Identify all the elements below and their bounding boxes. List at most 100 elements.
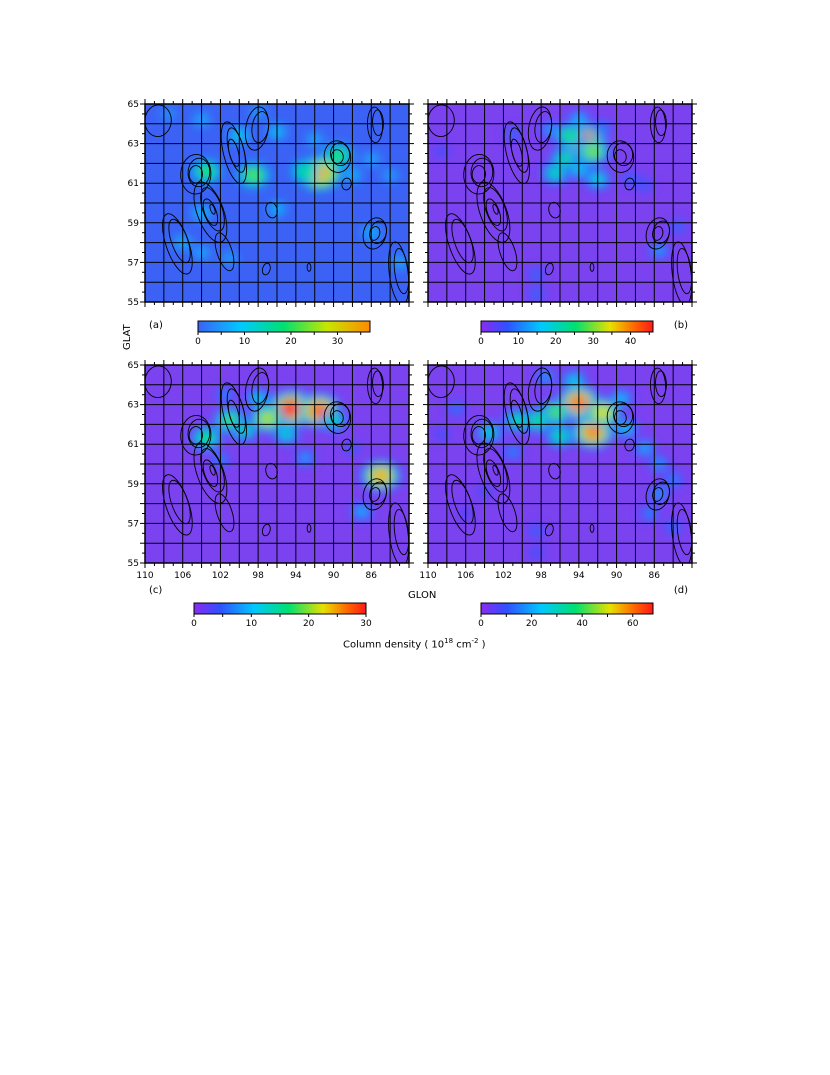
contour-layer — [145, 104, 409, 302]
ticks — [140, 360, 414, 568]
contour-13-0 — [589, 262, 595, 272]
colorbar-tick-label: 20 — [303, 619, 315, 629]
emission-peak-17-l3 — [225, 255, 234, 262]
contour-1-1 — [470, 157, 494, 188]
colorbar-tick-label: 10 — [246, 619, 258, 629]
y-tick-label: 59 — [128, 219, 140, 229]
panel-label: (c) — [149, 585, 162, 596]
contour-13-0 — [589, 523, 595, 533]
contour-6-1 — [372, 109, 384, 137]
y-tick-label: 57 — [128, 258, 139, 268]
emission-peak-3-l3 — [298, 166, 312, 177]
colorbar — [480, 320, 654, 333]
ticks — [423, 99, 697, 307]
grid — [428, 104, 692, 302]
emission-peak-10-l3 — [626, 175, 635, 183]
emission-peak-3-l3 — [558, 154, 572, 165]
contour-12-0 — [544, 523, 554, 537]
colorbar-title-unit-exp: -2 — [471, 637, 479, 645]
grid — [428, 365, 692, 563]
x-tick-label: 86 — [649, 571, 661, 581]
contour-0-0 — [193, 181, 228, 243]
contour-0-3 — [209, 204, 216, 215]
emission-peak-13-l3 — [673, 223, 683, 231]
emission-peak-10-l3 — [615, 394, 627, 403]
contour-12-0 — [544, 262, 554, 276]
x-tick-label: 106 — [457, 571, 474, 581]
emission-peak-13-l3 — [508, 448, 518, 456]
contour-1-0 — [463, 415, 495, 456]
ticks — [140, 99, 414, 307]
emission-peak-13-l3 — [300, 454, 311, 462]
colorbar-tick-label: 60 — [627, 619, 639, 629]
contour-1-0 — [180, 154, 212, 195]
contour-12-0 — [261, 523, 271, 537]
x-tick-label: 94 — [573, 571, 585, 581]
colorbar-tick-label: 20 — [285, 337, 297, 347]
emission-peak-2-l3 — [562, 130, 577, 142]
emission-peak-5-l3 — [511, 415, 525, 426]
y-tick-label: 57 — [128, 519, 139, 529]
colorbar-tick-label: 20 — [550, 337, 562, 347]
y-tick-label: 61 — [128, 179, 139, 189]
emission-peak-2-l3 — [594, 405, 611, 420]
contour-0-0 — [476, 442, 511, 504]
x-tick-label: 106 — [174, 571, 191, 581]
contour-14-0 — [497, 232, 518, 272]
colorbar-tick-label: 30 — [332, 337, 344, 347]
emission-peak-12-l3 — [639, 444, 650, 453]
x-tick-label: 94 — [290, 571, 302, 581]
emission-peak-15-l3 — [438, 148, 447, 155]
x-tick-label: 90 — [328, 571, 340, 581]
contour-layer — [428, 365, 692, 563]
contour-4-0 — [323, 140, 352, 173]
panel-2: 65 63 61 59 57 55 110 106 102 98 94 90 86 (c) 0 10 20 30 — [128, 360, 414, 629]
y-tick-label: 65 — [128, 361, 139, 371]
emission-peak-3-l3 — [547, 406, 563, 419]
contour-11-1 — [676, 508, 692, 556]
contour-4-0 — [323, 401, 352, 434]
colorbar-tick-label: 20 — [526, 619, 538, 629]
contour-0-0 — [193, 442, 228, 504]
emission-peak-9-l3 — [371, 468, 390, 483]
contour-8-0 — [428, 365, 455, 399]
contour-6-0 — [367, 106, 384, 144]
x-tick-label: 102 — [212, 571, 229, 581]
emission-peak-19-l3 — [451, 405, 461, 413]
contour-6-1 — [655, 109, 667, 137]
emission-peak-1-l3 — [585, 145, 601, 158]
contour-2-2 — [510, 138, 523, 167]
panel-1: (b) 0 10 20 30 40 — [423, 99, 697, 347]
contour-4-1 — [613, 403, 634, 428]
contour-0-3 — [209, 465, 216, 476]
y-tick-label: 61 — [128, 440, 139, 450]
contour-1-1 — [470, 418, 494, 449]
emission-peak-24-l3 — [532, 549, 541, 557]
contour-5-2 — [652, 226, 664, 241]
emission-peak-8-l3 — [545, 125, 556, 134]
panel-3: 110 106 102 98 94 90 86 (d) 0 20 40 60 — [419, 360, 697, 629]
contour-13-0 — [306, 262, 312, 272]
contour-0-3 — [492, 204, 499, 215]
emission-peak-20-l3 — [438, 431, 447, 438]
contour-11-1 — [393, 508, 409, 556]
emission-peak-1-l3 — [583, 424, 603, 440]
grid — [145, 365, 409, 563]
emission-peak-1-l3 — [246, 169, 261, 182]
contour-0-0 — [476, 181, 511, 243]
contour-11-1 — [393, 247, 409, 295]
emission-peak-16-l3 — [654, 489, 664, 498]
panel-0: 65 63 61 59 57 55 (a) 0 10 20 30 — [128, 99, 414, 347]
emission-peak-4-l3 — [548, 168, 562, 179]
contour-2-2 — [227, 399, 240, 428]
colorbar-tick-label: 30 — [587, 337, 599, 347]
emission-peak-8-l3 — [568, 376, 580, 386]
contour-1-0 — [180, 415, 212, 456]
x-tick-label: 102 — [495, 571, 512, 581]
contour-14-0 — [214, 493, 235, 533]
contour-6-1 — [372, 370, 384, 398]
colorbar-tick-label: 10 — [513, 337, 525, 347]
heatmap-area — [428, 365, 692, 563]
contour-6-0 — [367, 367, 384, 405]
